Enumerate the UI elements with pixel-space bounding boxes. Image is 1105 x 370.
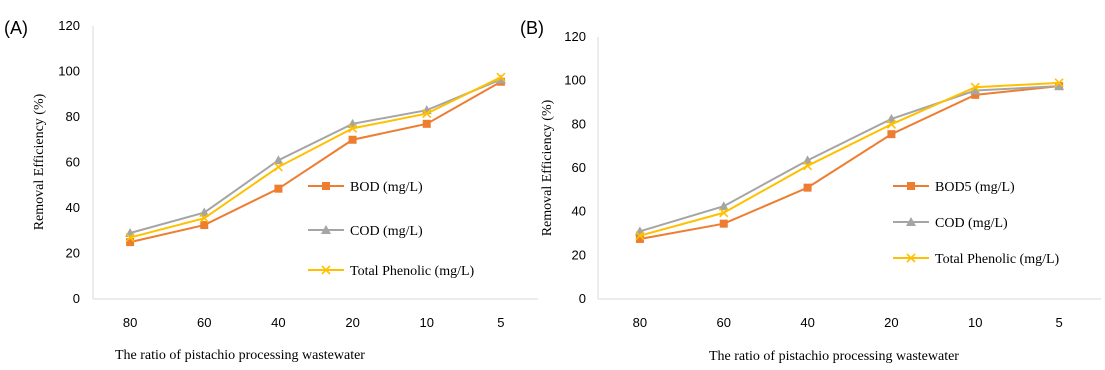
y-tick-label: 20	[572, 247, 586, 262]
legend-label: COD (mg/L)	[350, 224, 423, 239]
x-tick-label: 5	[1055, 315, 1062, 330]
series-line-3	[639, 81, 1060, 237]
data-point	[126, 238, 135, 247]
data-point	[496, 72, 506, 82]
x-tick-label: 60	[197, 315, 211, 330]
data-point	[886, 119, 896, 129]
data-point	[348, 135, 357, 144]
panel-b-y-ticks: 0 20 40 60 80 100 120	[564, 29, 586, 306]
y-tick-label: 80	[66, 109, 80, 124]
data-point	[970, 85, 981, 95]
data-point	[274, 184, 283, 193]
y-tick-label: 100	[58, 64, 80, 79]
legend-marker	[322, 182, 330, 190]
x-tick-label: 10	[968, 315, 982, 330]
panel-b-x-axis-title: The ratio of pistachio processing wastew…	[709, 349, 959, 364]
data-point	[886, 113, 897, 123]
x-tick-label: 60	[717, 315, 731, 330]
panel-a-legend: BOD (mg/L) COD (mg/L) Total Phenolic (mg/L…	[308, 180, 475, 279]
panel-b-y-axis-title: Removal Efficiency (%)	[540, 99, 555, 236]
data-point	[1054, 81, 1065, 91]
legend-label: BOD5 (mg/L)	[935, 180, 1015, 195]
x-tick-label: 40	[800, 315, 814, 330]
y-tick-label: 120	[58, 18, 80, 33]
panel-b-series	[634, 78, 1065, 243]
panel-a: (A) 0 20 40 60 80 100 120 80 60 40 20 10 5 Removal …	[4, 18, 538, 363]
data-point	[125, 233, 135, 243]
data-point	[887, 130, 896, 139]
data-point	[970, 82, 980, 92]
legend-item-3: Total Phenolic (mg/L)	[308, 264, 475, 279]
data-point	[802, 155, 813, 165]
panel-a-y-axis-title: Removal Efficiency (%)	[32, 93, 47, 230]
legend-item-1: BOD5 (mg/L)	[893, 180, 1015, 195]
legend-item-3: Total Phenolic (mg/L)	[893, 252, 1060, 267]
data-point	[1054, 78, 1064, 88]
y-tick-label: 120	[564, 29, 586, 44]
panel-a-x-ticks: 80 60 40 20 10 5	[123, 315, 505, 330]
series-line-3	[129, 76, 502, 239]
series-line-2	[129, 78, 502, 234]
legend-marker	[906, 253, 916, 263]
data-point	[348, 123, 358, 133]
panel-b-x-ticks: 80 60 40 20 10 5	[633, 315, 1063, 330]
data-point	[273, 162, 283, 172]
data-point	[719, 219, 728, 228]
y-tick-label: 60	[66, 155, 80, 170]
data-point	[199, 213, 209, 223]
legend-marker	[907, 182, 915, 190]
x-tick-label: 5	[497, 315, 504, 330]
data-point	[422, 109, 432, 119]
series-line-1	[639, 85, 1060, 240]
panel-b: (B) 0 20 40 60 80 100 120 80 60 40 20 10 5 Removal …	[520, 18, 1101, 364]
data-point	[719, 208, 729, 218]
data-point	[495, 74, 506, 84]
legend-item-2: COD (mg/L)	[893, 216, 1008, 231]
x-tick-label: 80	[633, 315, 647, 330]
legend-item-2: COD (mg/L)	[308, 224, 423, 239]
data-point	[718, 201, 729, 211]
legend-item-1: BOD (mg/L)	[308, 180, 423, 195]
legend-label: Total Phenolic (mg/L)	[350, 264, 475, 279]
panel-b-legend: BOD5 (mg/L) COD (mg/L) Total Phenolic (mg/…	[893, 180, 1060, 267]
y-tick-label: 60	[572, 160, 586, 175]
data-point	[635, 234, 644, 243]
legend-label: BOD (mg/L)	[350, 180, 423, 195]
y-tick-label: 100	[564, 73, 586, 88]
legend-marker	[321, 265, 331, 275]
data-point	[803, 183, 812, 192]
legend-label: COD (mg/L)	[935, 216, 1008, 231]
series-line-2	[639, 85, 1060, 233]
legend-marker	[321, 225, 331, 234]
x-tick-label: 80	[123, 315, 137, 330]
data-point	[971, 90, 980, 99]
panel-b-label: (B)	[520, 18, 544, 38]
panel-a-label: (A)	[4, 18, 28, 38]
y-tick-label: 0	[73, 291, 80, 306]
data-point	[422, 119, 431, 128]
panel-a-series	[125, 72, 506, 247]
data-point	[635, 231, 645, 241]
y-tick-label: 80	[572, 116, 586, 131]
x-tick-label: 10	[420, 315, 434, 330]
data-point	[273, 155, 284, 165]
panel-a-y-ticks: 0 20 40 60 80 100 120	[58, 18, 80, 306]
y-tick-label: 40	[572, 204, 586, 219]
legend-marker	[906, 217, 916, 226]
y-tick-label: 0	[579, 291, 586, 306]
x-tick-label: 20	[884, 315, 898, 330]
x-tick-label: 40	[271, 315, 285, 330]
y-tick-label: 40	[66, 200, 80, 215]
data-point	[200, 221, 209, 230]
data-point	[803, 161, 813, 171]
data-point	[199, 207, 210, 217]
series-line-1	[129, 80, 502, 244]
panel-a-x-axis-title: The ratio of pistachio processing wastew…	[115, 348, 365, 363]
legend-label: Total Phenolic (mg/L)	[935, 252, 1060, 267]
x-tick-label: 20	[345, 315, 359, 330]
y-tick-label: 20	[66, 246, 80, 261]
